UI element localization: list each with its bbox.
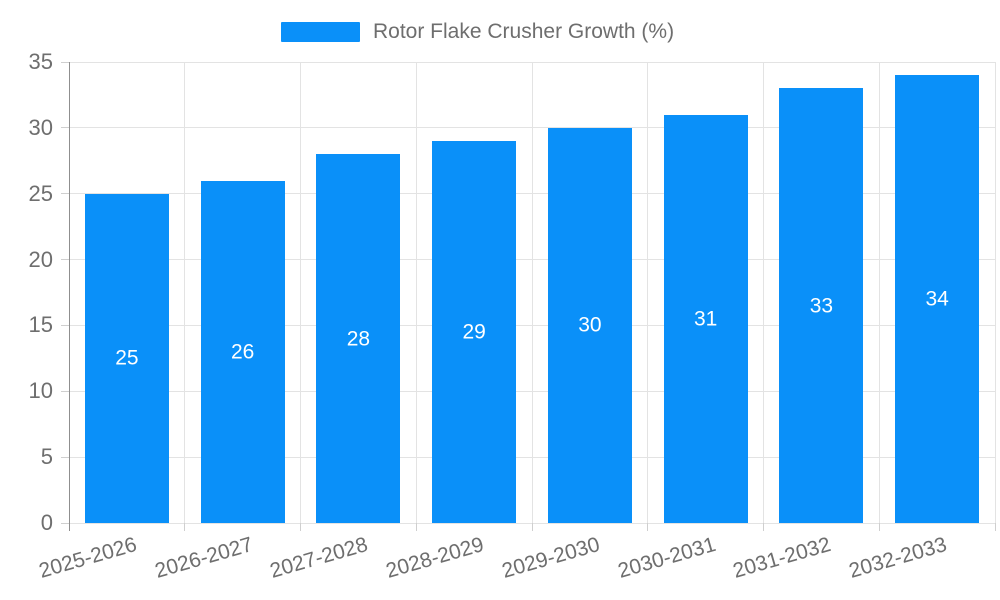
y-axis-tick-label: 5 (40, 444, 53, 470)
bar-2029-2030 (547, 127, 632, 523)
gridline-vertical (300, 62, 301, 523)
y-axis-tick-label: 0 (40, 510, 53, 535)
bar-value-label: 29 (462, 320, 486, 344)
bar-value-label: 25 (115, 346, 139, 370)
gridline-vertical (878, 62, 880, 523)
y-axis-tick (61, 324, 69, 326)
bar-value-label: 30 (578, 313, 602, 337)
bar-value-label: 33 (809, 294, 834, 318)
y-axis-tick-label: 35 (28, 49, 53, 74)
x-axis-tick (531, 523, 533, 531)
y-axis-tick (61, 456, 69, 458)
x-axis-tick-label: 2030-2031 (615, 533, 718, 583)
bar-2028-2029 (432, 141, 517, 523)
x-axis-tick (300, 523, 301, 531)
x-axis-tick (878, 523, 880, 531)
x-axis-tick-label: 2029-2030 (499, 533, 603, 583)
bar-value-label: 34 (925, 287, 949, 311)
legend-swatch (281, 22, 360, 42)
y-axis-tick-label: 20 (28, 246, 53, 272)
gridline-vertical (763, 62, 764, 523)
x-axis-tick (647, 523, 649, 531)
y-axis-tick (61, 522, 69, 524)
gridline-vertical (184, 62, 186, 523)
bar-2025-2026 (84, 193, 169, 523)
x-axis-tick-label: 2028-2029 (383, 533, 487, 583)
gridline-vertical (647, 62, 649, 523)
plot-area: 25 26 28 29 30 31 33 34 (69, 61, 996, 524)
x-axis-tick-label: 2031-2032 (730, 533, 834, 583)
y-axis-line (69, 62, 70, 531)
y-axis-tick-label: 10 (28, 378, 53, 404)
x-axis-tick-label: 2027-2028 (267, 533, 371, 583)
bar-2027-2028 (316, 154, 401, 523)
x-axis-tick (763, 523, 764, 531)
bar-value-label: 31 (693, 307, 718, 331)
bar-value-label: 28 (346, 327, 371, 351)
gridline-vertical (994, 62, 996, 523)
x-axis-tick-label: 2032-2033 (846, 533, 950, 583)
gridline-vertical (415, 62, 417, 523)
y-axis-tick (61, 259, 69, 261)
y-axis-tick-label: 15 (28, 312, 53, 338)
legend-label: Rotor Flake Crusher Growth (%) (373, 20, 675, 43)
y-axis-tick-label: 25 (28, 180, 53, 206)
x-axis-tick (184, 523, 186, 531)
legend-item[interactable]: Rotor Flake Crusher Growth (%) (281, 20, 674, 44)
y-axis-tick-label: 30 (28, 114, 53, 140)
x-axis-tick-label: 2026-2027 (152, 533, 255, 583)
x-axis-tick-label: 2025-2026 (36, 533, 140, 583)
bar-2030-2031 (663, 114, 748, 523)
y-axis-tick (61, 61, 69, 63)
bar-2026-2027 (200, 180, 285, 523)
x-axis-tick (994, 523, 996, 531)
bar-value-label: 26 (230, 340, 255, 364)
bar-2032-2033 (895, 75, 980, 523)
bar-2031-2032 (779, 88, 864, 523)
gridline-vertical (531, 62, 533, 523)
x-axis-tick (415, 523, 417, 531)
y-axis-tick (61, 127, 69, 129)
y-axis-tick (61, 193, 69, 195)
y-axis-tick (61, 390, 69, 392)
